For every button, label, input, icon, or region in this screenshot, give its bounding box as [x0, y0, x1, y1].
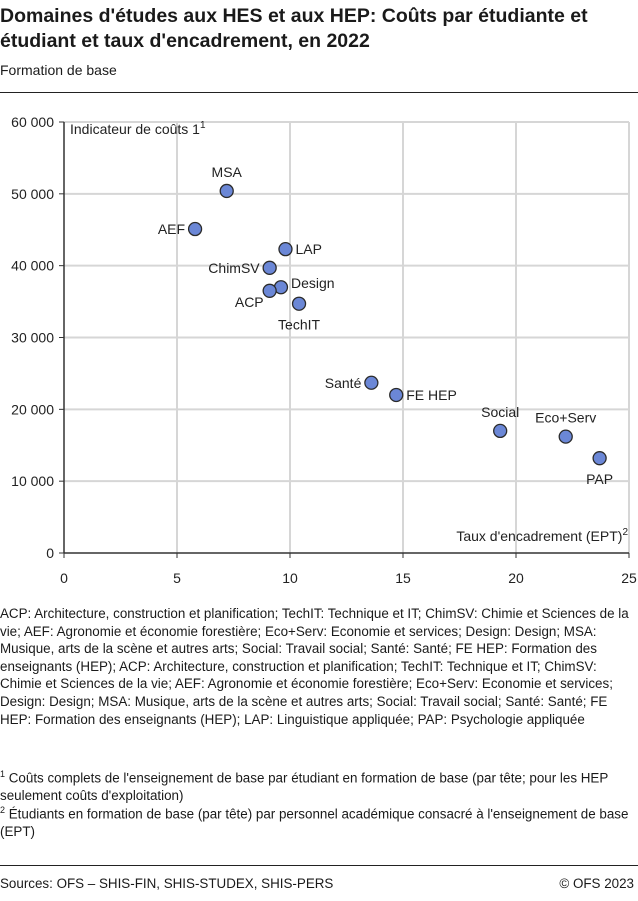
chart-title: Domaines d'études aux HES et aux HEP: Co… [0, 5, 588, 52]
data-point [262, 260, 277, 275]
y-axis-label: Indicateur de coûts 11 [70, 120, 206, 137]
x-axis-label: Taux d'encadrement (EPT)2 [456, 527, 628, 544]
data-point [558, 429, 573, 444]
data-point [493, 423, 508, 439]
data-point [592, 451, 607, 466]
data-label: Social [481, 404, 519, 420]
data-point [187, 221, 203, 237]
copyright: © OFS 2023 [559, 876, 634, 891]
footnote-text: Étudiants en formation de base (par tête… [0, 806, 629, 840]
data-point [364, 375, 379, 390]
data-label: LAP [295, 241, 321, 257]
data-point [278, 241, 293, 257]
data-label: ChimSV [208, 260, 260, 276]
footnote-text: Coûts complets de l'enseignement de base… [0, 770, 609, 804]
footnote-1: 1 Coûts complets de l'enseignement de ba… [0, 766, 636, 805]
y-tick-label: 60 000 [11, 114, 54, 130]
data-point [262, 283, 277, 298]
x-tick-label: 15 [395, 570, 411, 586]
bottom-divider [0, 865, 638, 866]
top-divider [0, 92, 638, 93]
sources: Sources: OFS – SHIS-FIN, SHIS-STUDEX, SH… [0, 876, 334, 891]
data-point [219, 183, 234, 199]
chart-subtitle: Formation de base [0, 62, 117, 78]
footnote-mark: 2 [0, 805, 6, 815]
y-tick-label: 10 000 [11, 473, 54, 489]
data-label: Eco+Serv [535, 410, 596, 426]
data-label: FE HEP [406, 387, 457, 403]
data-label: Santé [325, 375, 362, 391]
abbreviation-legend: ACP: Architecture, construction et plani… [0, 606, 629, 727]
y-axis-label-sup: 1 [200, 120, 206, 131]
footnote-2: 2 Étudiants en formation de base (par tê… [0, 802, 636, 841]
x-tick-label: 25 [621, 570, 637, 586]
data-point [291, 296, 307, 311]
data-label: TechIT [278, 317, 320, 333]
data-label: ACP [235, 294, 264, 310]
y-tick-label: 20 000 [11, 401, 54, 417]
data-label: AEF [158, 221, 185, 237]
x-tick-label: 5 [173, 570, 181, 586]
data-label: PAP [586, 471, 613, 487]
scatter-plot: 0 10 000 20 000 30 000 40 000 50 000 60 000 0 5 1… [11, 114, 637, 586]
data-label: Design [291, 275, 335, 291]
footnote-mark: 1 [0, 769, 6, 779]
data-label: MSA [212, 164, 243, 180]
x-tick-label: 20 [508, 570, 524, 586]
y-tick-label: 50 000 [11, 186, 54, 202]
x-axis-label-sup: 2 [622, 527, 628, 538]
y-tick-label: 40 000 [11, 258, 54, 274]
y-tick-label: 0 [46, 545, 54, 561]
x-tick-label: 10 [282, 570, 298, 586]
x-tick-label: 0 [60, 570, 68, 586]
y-tick-label: 30 000 [11, 330, 54, 346]
data-point [389, 387, 404, 403]
